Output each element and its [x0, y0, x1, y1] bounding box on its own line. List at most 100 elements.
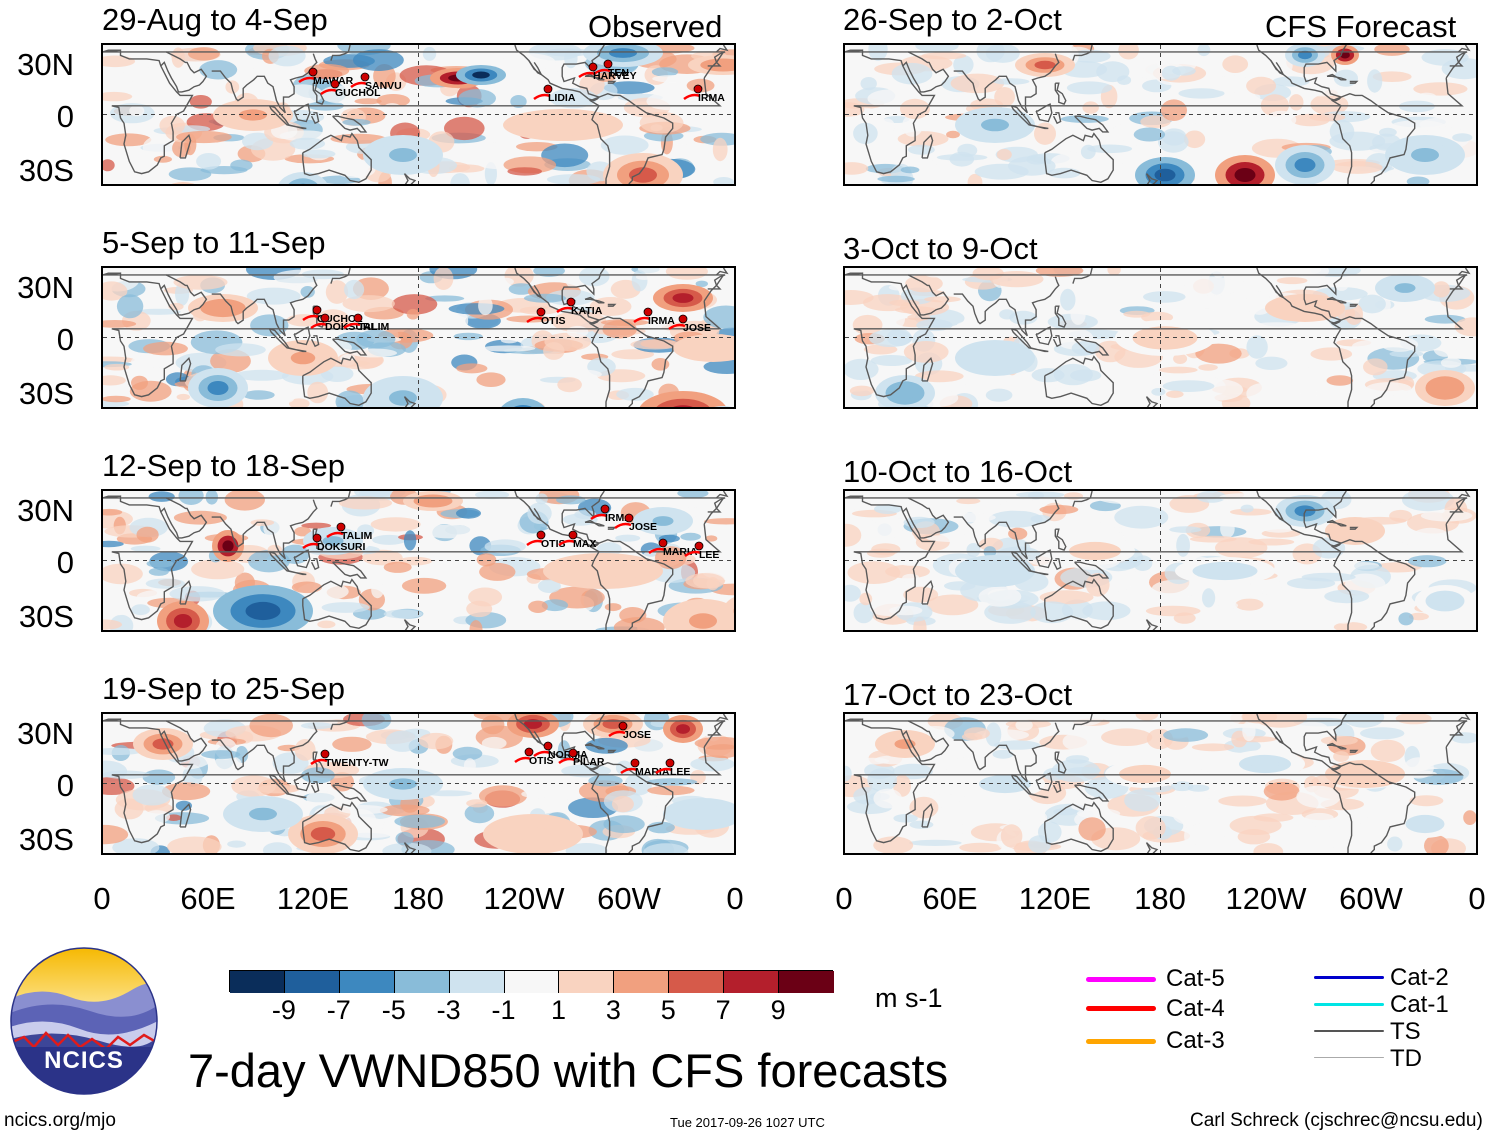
anomaly-blob — [1340, 51, 1350, 59]
anomaly-patch — [354, 98, 382, 105]
coastline — [584, 742, 605, 750]
anomaly-patch — [103, 563, 143, 585]
anomaly-patch — [325, 280, 349, 304]
storm-marker: IRMA — [633, 307, 675, 327]
coastline — [921, 802, 934, 828]
storm-icon — [536, 530, 546, 540]
lat-label-30n: 30N — [17, 47, 74, 82]
anomaly-patch — [611, 349, 655, 360]
coastline — [268, 328, 307, 353]
anomaly-patch — [103, 375, 126, 386]
coastline — [310, 112, 320, 125]
ncics-logo-text: NCICS — [44, 1047, 124, 1074]
anomaly-blob — [501, 398, 545, 407]
lat-label-30s: 30S — [18, 376, 74, 411]
map-panel-observed-2: GUCHOL DOKSURI TALIM OTIS KATIA IRMA JOSE — [101, 266, 736, 409]
coastline — [1145, 173, 1159, 184]
anomaly-patch — [444, 116, 485, 141]
panel-title: 29-Aug to 4-Sep — [102, 2, 328, 37]
anomaly-patch — [556, 495, 586, 505]
legend-swatch-cat-5 — [1086, 977, 1156, 982]
anomaly-patch — [1162, 380, 1215, 392]
footer-url[interactable]: ncics.org/mjo — [4, 1110, 116, 1131]
anomaly-patch — [1163, 728, 1209, 742]
coastline — [1330, 542, 1353, 630]
coastline — [902, 497, 950, 539]
storm-marker: MAX — [558, 530, 596, 550]
anomaly-patch — [967, 173, 983, 184]
anomaly-patch — [1196, 491, 1226, 503]
anomaly-patch — [372, 534, 407, 545]
anomaly-patch — [1034, 122, 1056, 145]
anomaly-patch — [1332, 161, 1383, 174]
anomaly-patch — [1117, 75, 1132, 85]
anomaly-blob — [1294, 158, 1316, 172]
anomaly-patch — [1409, 795, 1444, 807]
anomaly-patch — [1160, 99, 1187, 121]
anomaly-patch — [132, 784, 172, 806]
panel-title: 3-Oct to 9-Oct — [843, 231, 1038, 266]
coastline — [716, 268, 729, 276]
anomaly-patch — [464, 803, 495, 824]
anomaly-blob — [1414, 819, 1436, 829]
anomaly-patch — [307, 381, 329, 404]
storm-marker: IRMA — [683, 84, 725, 104]
anomaly-patch — [1107, 268, 1121, 276]
anomaly-patch — [652, 75, 693, 83]
anomaly-patch — [923, 794, 969, 803]
anomaly-blob — [1251, 759, 1279, 769]
anomaly-patch — [471, 141, 501, 155]
anomaly-patch — [894, 306, 937, 314]
anomaly-patch — [488, 353, 541, 372]
anomaly-patch — [862, 294, 913, 312]
anomaly-patch — [880, 118, 895, 134]
anomaly-patch — [1080, 511, 1101, 530]
storm-track — [533, 93, 551, 101]
legend-label: Cat-5 — [1166, 965, 1225, 992]
anomaly-patch — [344, 279, 365, 300]
coastline — [1035, 326, 1053, 346]
anomaly-patch — [189, 95, 212, 109]
legend-label: TD — [1390, 1045, 1422, 1072]
anomaly-patch — [169, 586, 226, 602]
anomaly-patch — [484, 539, 526, 554]
anomaly-patch — [1389, 350, 1424, 358]
anomaly-patch — [383, 609, 423, 619]
storm-icon — [600, 504, 610, 514]
coastline — [1035, 103, 1053, 123]
anomaly-patch — [242, 390, 275, 400]
anomaly-patch — [868, 45, 888, 61]
anomaly-patch — [246, 287, 301, 305]
anomaly-patch — [146, 559, 174, 568]
lat-label-30n: 30N — [17, 270, 74, 305]
anomaly-blob — [894, 386, 916, 400]
lat-label-30n: 30N — [17, 716, 74, 751]
anomaly-patch — [1143, 291, 1186, 303]
anomaly-patch — [376, 94, 410, 108]
storm-label: DOKSURI — [325, 321, 374, 333]
map-panel-observed-1: MAWARGUCHOLSANVUTENHARVEYLIDIAIRMA — [101, 43, 736, 186]
anomaly-patch — [1360, 727, 1405, 740]
coastline — [1326, 519, 1347, 527]
anomaly-patch — [914, 783, 956, 793]
anomaly-patch — [713, 177, 734, 184]
anomaly-patch — [1184, 276, 1240, 296]
anomaly-patch — [926, 594, 979, 616]
colorbar-tick-label: -5 — [381, 995, 406, 1025]
anomaly-patch — [874, 268, 903, 274]
colorbar-bin — [284, 971, 340, 993]
storm-track — [343, 322, 361, 330]
anomaly-blob — [1081, 546, 1109, 556]
coastline — [160, 274, 208, 316]
anomaly-patch — [845, 765, 852, 782]
legend-label: Cat-3 — [1166, 1027, 1225, 1054]
coastline — [1074, 784, 1110, 802]
storm-marker: JOSE — [608, 721, 651, 741]
anomaly-patch — [153, 155, 172, 163]
anomaly-patch — [551, 311, 607, 333]
anomaly-patch — [924, 296, 961, 303]
anomaly-patch — [1402, 491, 1455, 512]
coastline — [1074, 338, 1110, 356]
anomaly-patch — [557, 377, 582, 393]
storm-label: SANVU — [365, 80, 402, 92]
